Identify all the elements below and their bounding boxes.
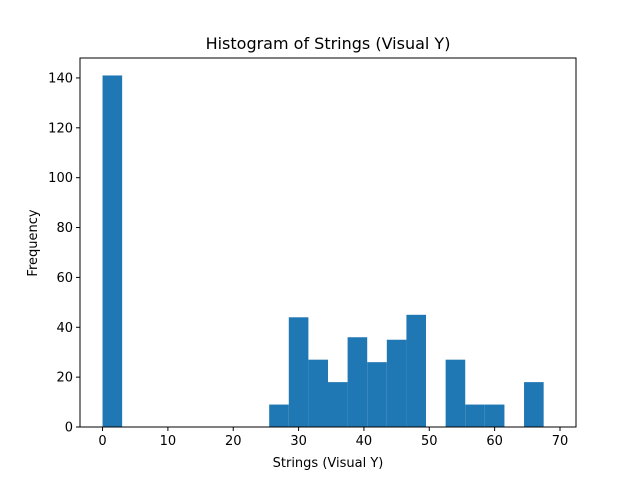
plot-frame bbox=[79, 57, 577, 428]
y-tick-label: 60 bbox=[56, 271, 73, 286]
histogram-bar bbox=[328, 382, 348, 427]
histogram-bar bbox=[308, 359, 328, 427]
chart-title: Histogram of Strings (Visual Y) bbox=[206, 34, 451, 53]
histogram-bar bbox=[484, 404, 505, 427]
histogram-bar bbox=[102, 75, 123, 428]
x-tick-label: 70 bbox=[552, 434, 569, 449]
x-tick-label: 30 bbox=[290, 434, 307, 449]
x-tick-label: 50 bbox=[421, 434, 438, 449]
y-axis-label: Frequency bbox=[26, 209, 41, 276]
x-tick-label: 20 bbox=[225, 434, 242, 449]
y-tick-label: 120 bbox=[48, 121, 73, 136]
y-tick-label: 100 bbox=[48, 171, 73, 186]
x-tick-label: 0 bbox=[98, 434, 106, 449]
histogram-bar bbox=[524, 382, 544, 427]
y-axis-ticks: 0 20 40 60 80 100 120 140 bbox=[48, 71, 80, 436]
x-tick-label: 40 bbox=[356, 434, 373, 449]
histogram-bar bbox=[347, 337, 368, 427]
x-axis-label: Strings (Visual Y) bbox=[273, 456, 384, 471]
x-tick-label: 60 bbox=[486, 434, 503, 449]
y-tick-label: 140 bbox=[48, 71, 73, 86]
histogram-bar bbox=[445, 359, 466, 427]
y-tick-label: 20 bbox=[56, 371, 73, 386]
x-tick-label: 10 bbox=[160, 434, 177, 449]
histogram-bar bbox=[465, 404, 485, 427]
y-tick-label: 40 bbox=[56, 321, 73, 336]
histogram-bar bbox=[367, 362, 387, 427]
x-axis-ticks: 0 10 20 30 40 50 60 70 bbox=[98, 427, 568, 449]
histogram-bar bbox=[386, 339, 407, 427]
histogram-bar bbox=[406, 314, 427, 427]
histogram-bar bbox=[288, 317, 309, 427]
y-tick-label: 80 bbox=[56, 221, 73, 236]
histogram-bar bbox=[269, 404, 289, 427]
histogram-bars bbox=[102, 75, 544, 428]
y-tick-label: 0 bbox=[65, 421, 73, 436]
